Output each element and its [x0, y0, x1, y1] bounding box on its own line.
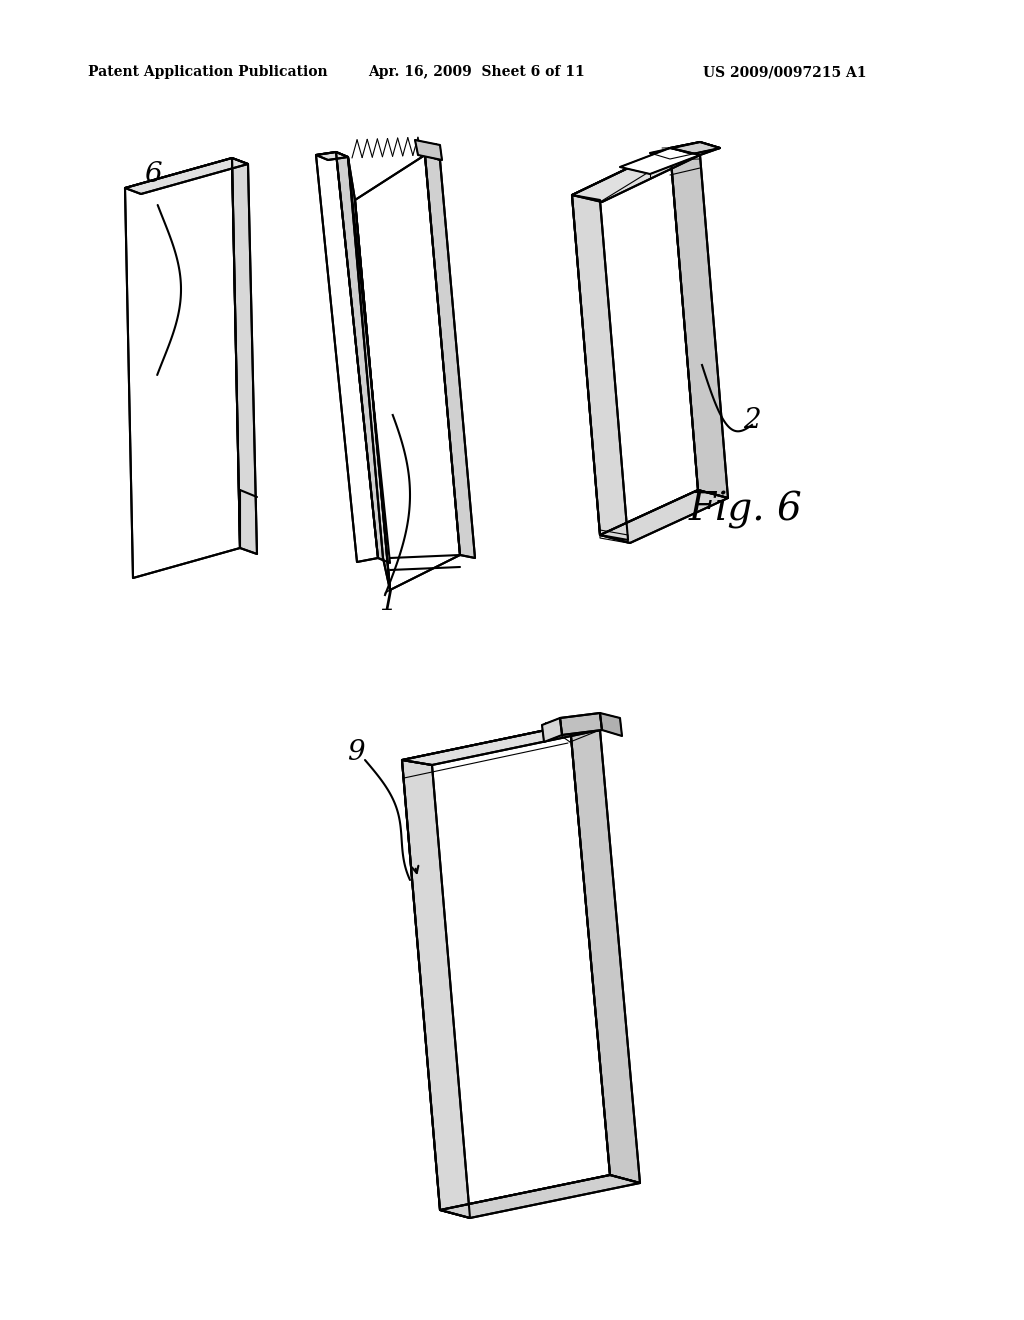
Polygon shape	[425, 154, 475, 558]
Polygon shape	[402, 725, 610, 1210]
Polygon shape	[355, 154, 460, 590]
Polygon shape	[600, 490, 728, 543]
Polygon shape	[670, 148, 728, 498]
Polygon shape	[572, 148, 698, 535]
Polygon shape	[670, 143, 720, 154]
Polygon shape	[570, 725, 640, 1183]
Polygon shape	[572, 195, 628, 540]
Polygon shape	[336, 152, 390, 564]
Text: 9: 9	[347, 739, 365, 767]
Text: 2: 2	[743, 407, 761, 433]
Polygon shape	[316, 152, 378, 562]
Polygon shape	[232, 158, 257, 554]
Polygon shape	[620, 148, 700, 174]
Text: Patent Application Publication: Patent Application Publication	[88, 65, 328, 79]
Text: Fig. 6: Fig. 6	[688, 491, 802, 529]
Text: 6: 6	[144, 161, 162, 189]
Polygon shape	[415, 140, 442, 160]
Text: US 2009/0097215 A1: US 2009/0097215 A1	[703, 65, 866, 79]
Polygon shape	[542, 718, 562, 742]
Polygon shape	[440, 1175, 640, 1218]
Polygon shape	[348, 157, 390, 590]
Text: Apr. 16, 2009  Sheet 6 of 11: Apr. 16, 2009 Sheet 6 of 11	[368, 65, 585, 79]
Polygon shape	[125, 158, 248, 194]
Polygon shape	[125, 158, 240, 578]
Polygon shape	[670, 143, 720, 154]
Polygon shape	[572, 148, 700, 202]
Polygon shape	[402, 725, 600, 766]
Polygon shape	[600, 713, 622, 737]
Text: 1: 1	[379, 589, 397, 615]
Polygon shape	[402, 760, 470, 1218]
Polygon shape	[560, 713, 602, 735]
Polygon shape	[650, 143, 720, 158]
Polygon shape	[316, 152, 348, 160]
